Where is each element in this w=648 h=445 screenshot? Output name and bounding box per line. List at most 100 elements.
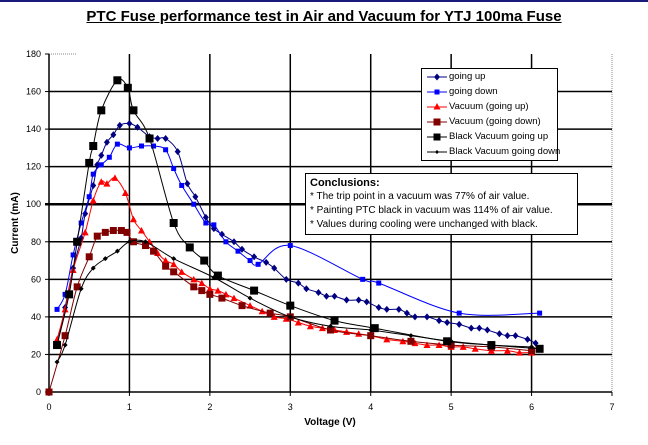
- x-tick-labels: 0 1 2 3 4 5 6 7: [46, 402, 614, 412]
- conclusion-line: * Painting PTC black in vacuum was 114% …: [310, 205, 553, 216]
- data-point: [327, 326, 334, 334]
- data-point: [162, 257, 170, 264]
- conclusion-line: * Values during cooling were unchanged w…: [310, 219, 538, 230]
- data-point: [203, 220, 209, 226]
- y-axis-title: Current (mA): [10, 192, 21, 254]
- data-point: [171, 166, 177, 172]
- data-point: [528, 347, 536, 355]
- data-point: [151, 143, 157, 149]
- data-point: [456, 320, 463, 328]
- data-point: [247, 295, 253, 301]
- data-point: [331, 292, 338, 300]
- data-point: [85, 158, 94, 167]
- data-point: [138, 143, 144, 149]
- data-point: [368, 327, 374, 333]
- data-point: [230, 294, 238, 302]
- data-point: [247, 258, 253, 264]
- legend-label: Black Vacuum going down: [449, 146, 561, 157]
- data-point: [213, 271, 222, 280]
- data-point: [436, 317, 443, 325]
- data-point: [468, 324, 475, 332]
- legend-marker-diamond-icon: [427, 73, 447, 81]
- data-point: [363, 298, 370, 306]
- data-point: [53, 335, 61, 343]
- data-point: [102, 256, 108, 262]
- data-point: [283, 275, 290, 283]
- data-point: [65, 290, 74, 299]
- series-layer: [45, 76, 544, 396]
- data-point: [383, 335, 391, 343]
- y-tick-label: 20: [31, 349, 41, 359]
- data-point: [448, 338, 454, 344]
- x-tick-label: 3: [288, 402, 293, 412]
- data-point: [537, 310, 543, 316]
- y-tick-label: 60: [31, 274, 41, 284]
- x-tick-label: 1: [127, 402, 132, 412]
- data-point: [250, 286, 259, 295]
- data-point: [218, 294, 226, 302]
- data-point: [306, 322, 314, 330]
- data-point: [54, 306, 60, 312]
- legend-item-going-down: going down: [426, 84, 556, 99]
- data-point: [78, 220, 84, 226]
- data-point: [162, 262, 170, 270]
- data-point: [395, 305, 402, 313]
- data-point: [89, 142, 98, 151]
- legend-item-going-up: going up: [426, 69, 556, 84]
- x-tick-label: 0: [46, 402, 51, 412]
- series-line: [56, 143, 540, 316]
- data-point: [255, 261, 261, 267]
- data-point: [185, 243, 194, 252]
- data-point: [90, 171, 96, 177]
- data-point: [476, 324, 483, 332]
- data-point: [330, 316, 339, 325]
- x-axis-title: Voltage (V): [304, 417, 355, 428]
- data-point: [376, 280, 382, 286]
- data-point: [529, 344, 535, 350]
- data-point: [162, 135, 169, 142]
- y-tick-label: 0: [36, 387, 41, 397]
- data-point: [407, 337, 415, 345]
- legend-marker-square-icon: [427, 118, 447, 126]
- data-point: [98, 162, 104, 168]
- data-point: [287, 314, 293, 320]
- conclusions-heading: Conclusions:: [310, 177, 380, 189]
- data-point: [198, 287, 206, 295]
- data-point: [295, 279, 302, 287]
- chart-title: PTC Fuse performance test in Air and Vac…: [86, 8, 562, 25]
- data-point: [211, 274, 217, 280]
- data-point: [238, 302, 246, 310]
- x-tick-label: 6: [529, 402, 534, 412]
- data-point: [61, 332, 69, 340]
- data-point: [200, 256, 209, 265]
- series-black-vacuum-going-up: [53, 76, 544, 353]
- legend-label: going up: [449, 71, 486, 82]
- data-point: [129, 106, 138, 115]
- data-point: [143, 239, 149, 245]
- data-point: [73, 283, 81, 291]
- data-point: [218, 230, 225, 238]
- data-point: [435, 341, 443, 349]
- data-point: [171, 256, 177, 262]
- y-tick-label: 140: [26, 124, 41, 134]
- data-point: [271, 264, 278, 272]
- y-tick-label: 180: [26, 49, 41, 59]
- data-point: [113, 76, 122, 85]
- data-point: [116, 121, 123, 129]
- data-point: [294, 319, 302, 326]
- data-point: [487, 347, 495, 354]
- data-point: [126, 119, 133, 127]
- data-point: [53, 341, 62, 350]
- data-point: [178, 268, 186, 275]
- data-point: [411, 313, 418, 321]
- data-point: [198, 279, 206, 287]
- data-point: [191, 201, 197, 207]
- data-point: [110, 131, 117, 139]
- data-point: [114, 248, 120, 254]
- x-tick-label: 2: [207, 402, 212, 412]
- data-point: [170, 268, 178, 276]
- data-point: [111, 174, 119, 181]
- y-tick-label: 160: [26, 87, 41, 97]
- data-point: [190, 283, 198, 291]
- data-point: [459, 343, 467, 350]
